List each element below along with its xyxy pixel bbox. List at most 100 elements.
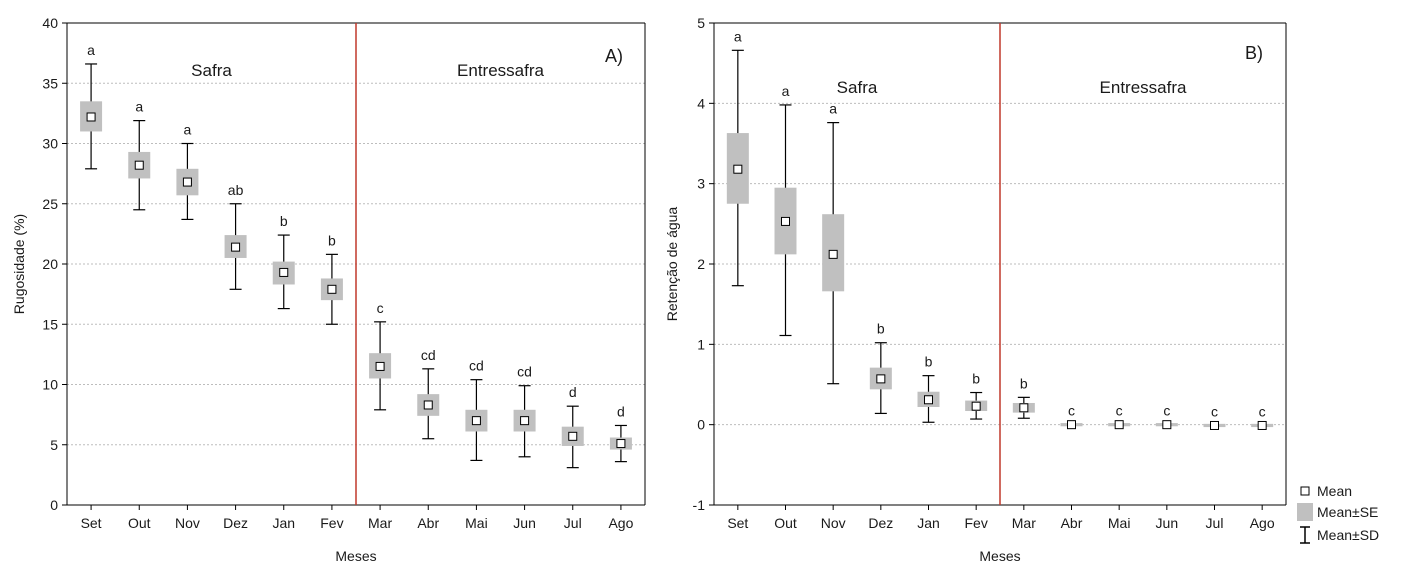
region-label-entressafra: Entressafra: [457, 61, 544, 80]
mean-marker: [781, 216, 790, 226]
mean-marker: [134, 160, 144, 170]
significance-letter: b: [1020, 375, 1028, 391]
significance-letter: a: [135, 99, 143, 115]
mean-marker: [924, 395, 933, 405]
mean-marker: [733, 164, 743, 174]
mean-marker: [471, 416, 481, 426]
y-tick-label: 3: [697, 176, 705, 192]
mean-marker: [1114, 420, 1124, 430]
significance-letter: b: [972, 371, 980, 387]
mean-marker: [568, 431, 578, 441]
x-tick-label: Jun: [513, 515, 536, 531]
y-tick-label: 20: [42, 256, 58, 272]
mean-marker: [1210, 420, 1219, 430]
x-tick-label: Mar: [1012, 515, 1036, 531]
significance-letter: a: [184, 122, 192, 138]
mean-marker: [971, 401, 981, 411]
y-tick-label: 5: [50, 437, 58, 453]
x-tick-label: Abr: [1061, 515, 1083, 531]
panel-tag: A): [605, 46, 623, 66]
x-tick-label: Dez: [868, 515, 893, 531]
y-tick-label: 40: [42, 15, 58, 31]
significance-letter: cd: [421, 347, 436, 363]
x-axis-label: Meses: [979, 548, 1020, 564]
significance-letter: a: [734, 28, 742, 44]
legend: Mean Mean±SE Mean±SD: [1297, 483, 1379, 544]
x-tick-label: Abr: [417, 515, 439, 531]
x-tick-label: Dez: [223, 515, 248, 531]
x-tick-label: Fev: [320, 515, 343, 531]
mean-marker: [1067, 420, 1076, 430]
y-tick-label: 25: [42, 196, 58, 212]
legend-mean-swatch: [1300, 486, 1310, 496]
x-tick-label: Out: [774, 515, 797, 531]
mean-marker: [327, 284, 337, 294]
mean-marker: [182, 177, 192, 187]
x-tick-label: Set: [727, 515, 748, 531]
significance-letter: b: [925, 354, 933, 370]
mean-marker: [86, 112, 96, 122]
significance-letter: b: [328, 232, 336, 248]
y-tick-label: 30: [42, 136, 58, 152]
significance-letter: b: [877, 321, 885, 337]
y-tick-label: 0: [50, 497, 58, 513]
mean-marker: [279, 267, 289, 277]
significance-letter: b: [280, 213, 288, 229]
x-tick-label: Out: [128, 515, 151, 531]
significance-letter: c: [1068, 403, 1075, 419]
significance-letter: d: [617, 403, 625, 419]
significance-letter: ab: [228, 182, 244, 198]
y-tick-label: 1: [697, 336, 705, 352]
x-tick-label: Mai: [1108, 515, 1131, 531]
region-label-safra: Safra: [191, 61, 232, 80]
significance-letter: a: [829, 101, 837, 117]
legend-sd-label: Mean±SD: [1317, 527, 1379, 543]
x-tick-label: Set: [81, 515, 102, 531]
y-tick-label: 0: [697, 417, 705, 433]
mean-marker: [876, 374, 886, 384]
region-label-safra: Safra: [837, 78, 878, 97]
legend-se-swatch: [1297, 503, 1313, 521]
significance-letter: c: [377, 300, 384, 316]
mean-marker: [375, 361, 385, 371]
x-tick-label: Mar: [368, 515, 392, 531]
x-tick-label: Ago: [608, 515, 633, 531]
significance-letter: c: [1259, 403, 1266, 419]
y-tick-label: 2: [697, 256, 705, 272]
legend-se-label: Mean±SE: [1317, 504, 1378, 520]
x-tick-label: Mai: [465, 515, 488, 531]
x-tick-label: Ago: [1250, 515, 1275, 531]
x-tick-label: Jan: [917, 515, 940, 531]
significance-letter: a: [87, 42, 95, 58]
significance-letter: c: [1163, 403, 1170, 419]
legend-mean-label: Mean: [1317, 483, 1352, 499]
y-tick-label: 10: [42, 377, 58, 393]
x-tick-label: Jul: [1206, 515, 1224, 531]
mean-marker: [828, 249, 838, 259]
mean-marker: [423, 400, 433, 410]
mean-marker: [616, 439, 626, 449]
mean-marker: [1162, 420, 1172, 430]
significance-letter: c: [1116, 403, 1123, 419]
y-axis-label: Retenção de água: [664, 207, 680, 322]
chart-panel-b: -1 0 1 2 3 4 5 Safra Entressafra B) Set a Out a Nov a De…: [664, 15, 1287, 564]
mean-marker: [520, 416, 530, 426]
y-tick-label: 35: [42, 75, 58, 91]
x-tick-label: Nov: [821, 515, 846, 531]
significance-letter: cd: [469, 358, 484, 374]
y-axis-label: Rugosidade (%): [11, 214, 27, 314]
x-tick-label: Jan: [272, 515, 295, 531]
panel-tag: B): [1245, 43, 1263, 63]
x-axis-label: Meses: [335, 548, 376, 564]
significance-letter: a: [782, 83, 790, 99]
mean-marker: [1019, 403, 1029, 413]
x-tick-label: Nov: [175, 515, 200, 531]
significance-letter: c: [1211, 403, 1218, 419]
y-tick-label: 5: [697, 15, 705, 31]
x-tick-label: Jul: [564, 515, 582, 531]
y-tick-label: 4: [697, 95, 705, 111]
y-tick-label: 15: [42, 316, 58, 332]
significance-letter: d: [569, 384, 577, 400]
